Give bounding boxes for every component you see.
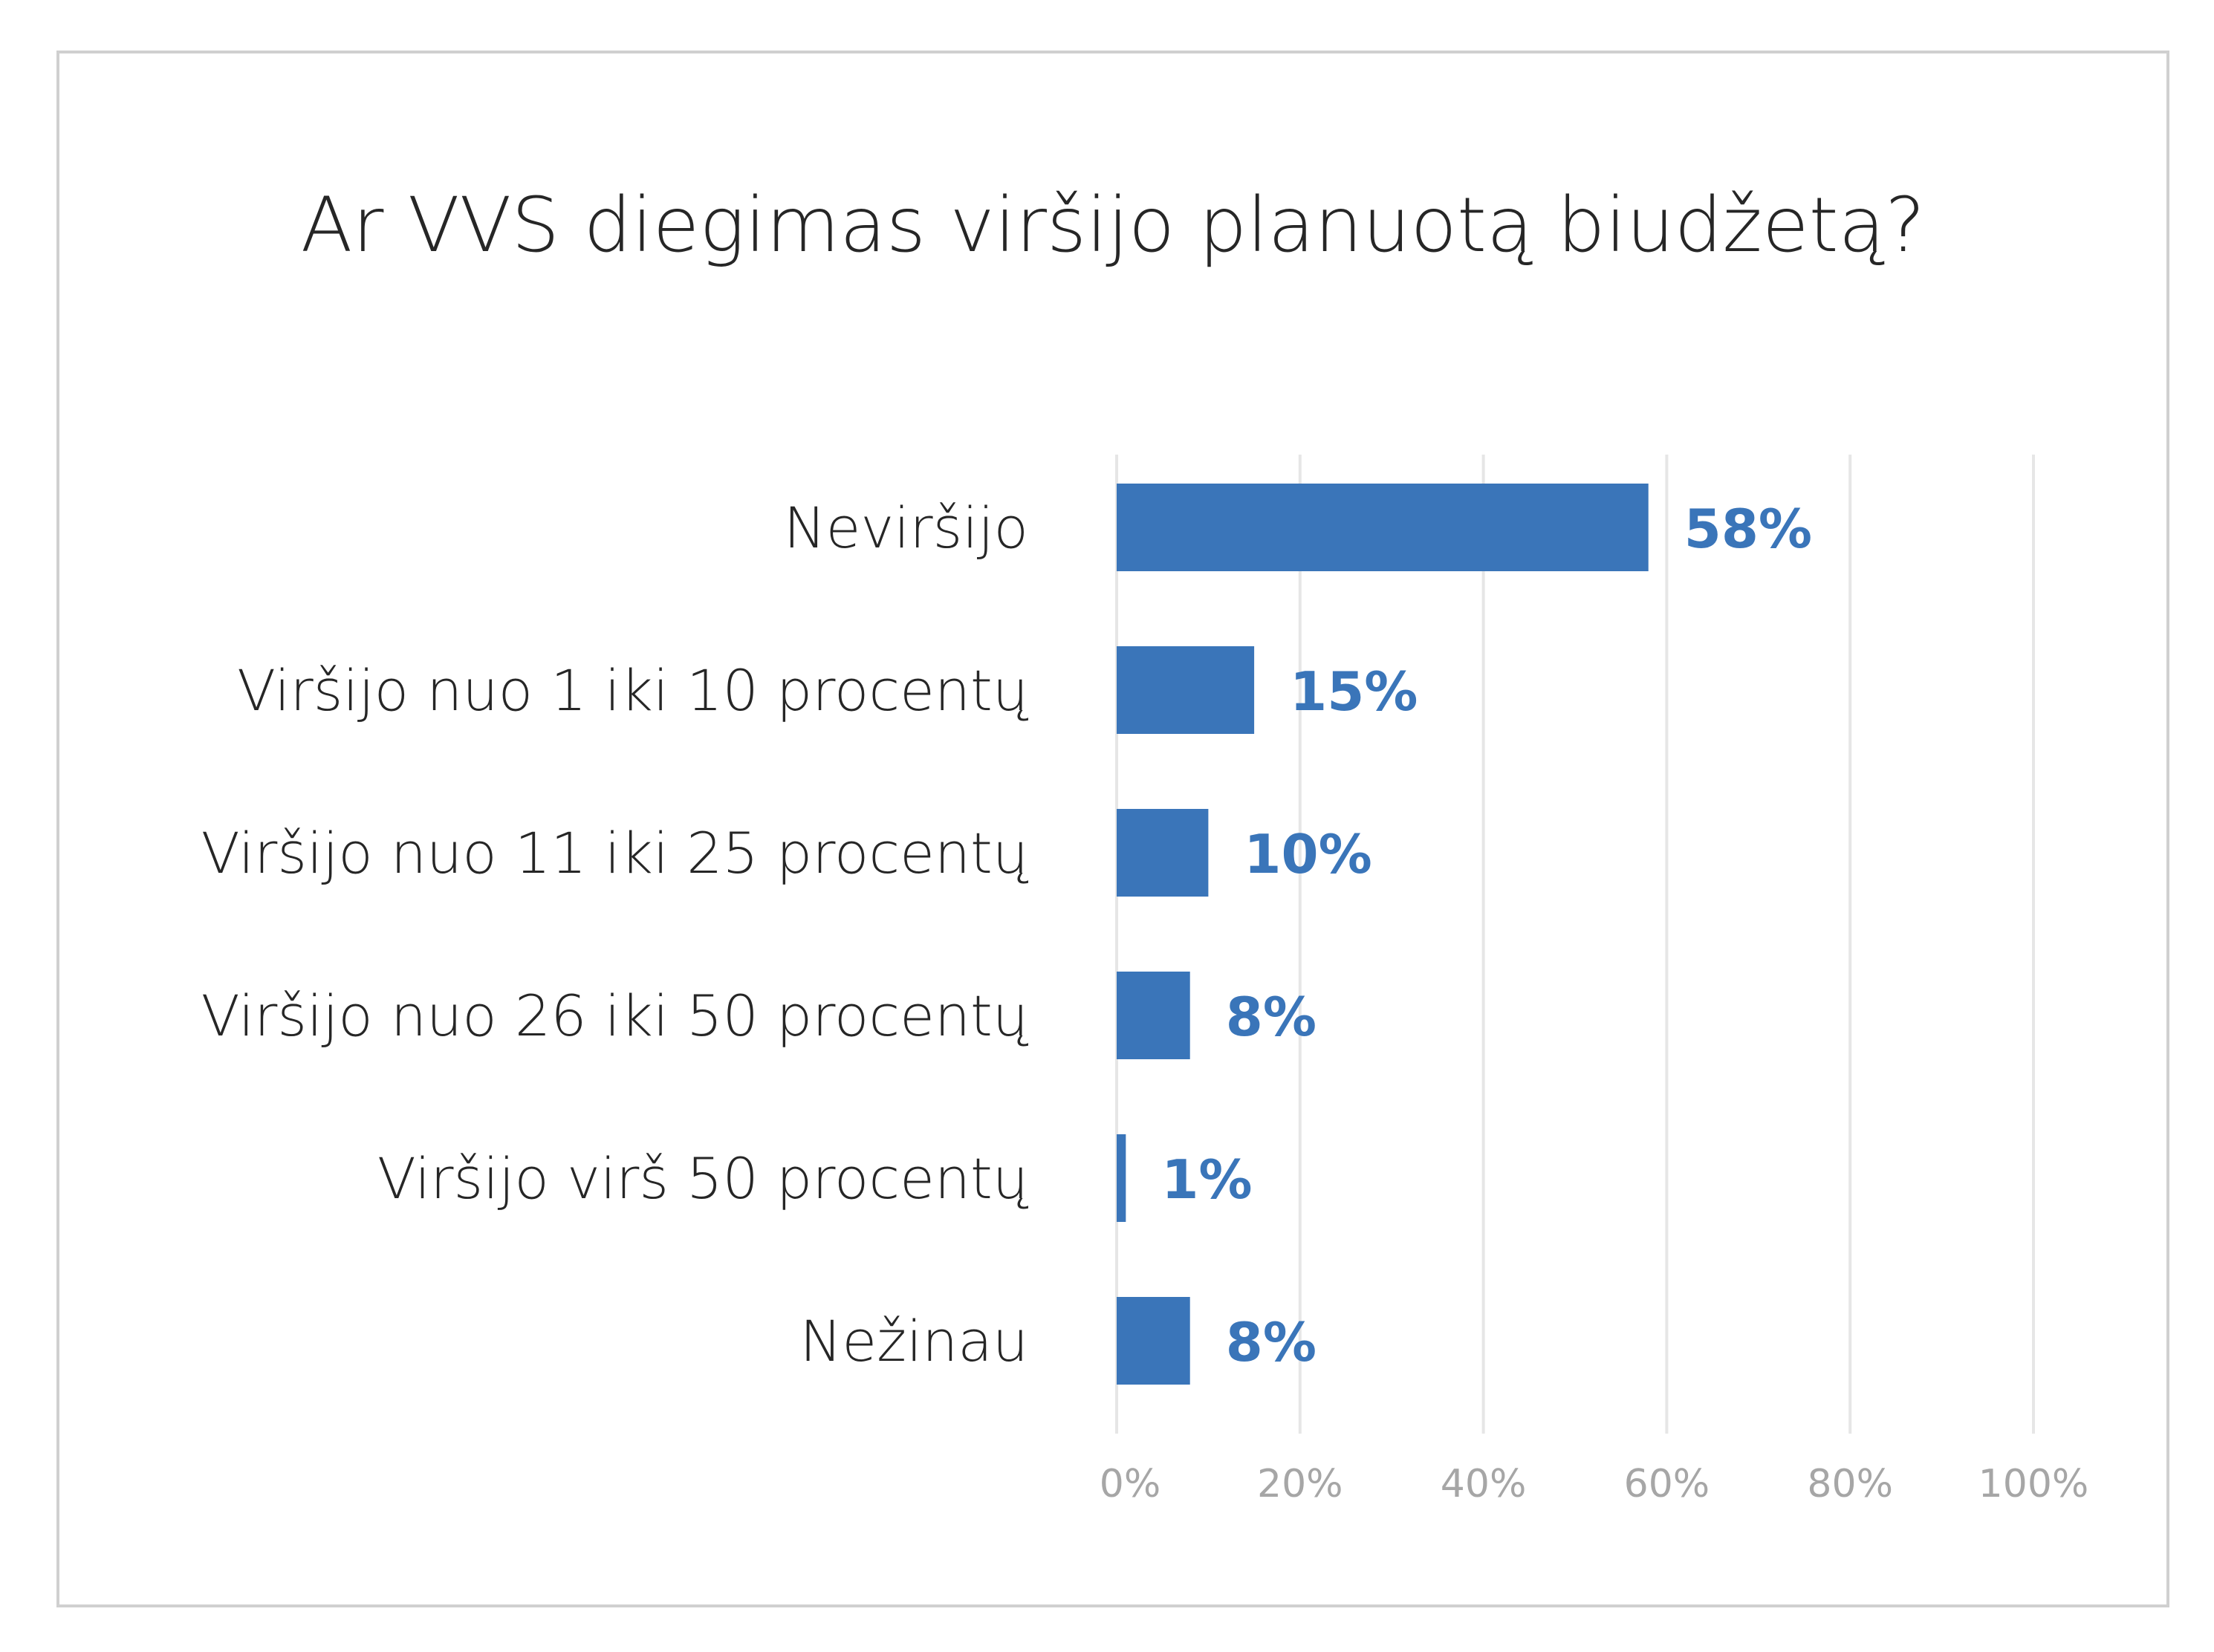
gridlines — [1115, 455, 2035, 1434]
x-tick-label: 0% — [1100, 1462, 1161, 1506]
bar — [1117, 1297, 1190, 1385]
data-label: 15% — [1290, 660, 1418, 723]
category-label: Neviršijo — [784, 495, 1028, 561]
bar — [1117, 1134, 1126, 1222]
bar — [1117, 646, 1255, 734]
chart-title: Ar VVS diegimas viršijo planuotą biudžet… — [301, 181, 1926, 270]
bar — [1117, 972, 1190, 1059]
x-tick-label: 60% — [1624, 1462, 1710, 1506]
category-label: Viršijo nuo 11 iki 25 procentų — [201, 820, 1029, 886]
data-label: 8% — [1226, 1311, 1317, 1373]
category-label: Viršijo nuo 26 iki 50 procentų — [201, 983, 1029, 1049]
labels: 0% 20% 40% 60% 80% 100% Neviršijo 58% Viršijo nu… — [201, 495, 2089, 1506]
bar — [1117, 484, 1649, 571]
data-label: 1% — [1161, 1148, 1252, 1211]
data-label: 10% — [1244, 823, 1371, 885]
x-tick-label: 80% — [1807, 1462, 1893, 1506]
category-label: Nežinau — [799, 1308, 1028, 1374]
category-label: Viršijo nuo 1 iki 10 procentų — [237, 657, 1029, 723]
data-label: 8% — [1226, 986, 1317, 1048]
category-label: Viršijo virš 50 procentų — [377, 1145, 1029, 1212]
bar — [1117, 809, 1209, 897]
data-label: 58% — [1684, 498, 1812, 560]
x-tick-label: 40% — [1441, 1462, 1527, 1506]
bars — [1117, 484, 1649, 1385]
x-tick-label: 100% — [1978, 1462, 2089, 1506]
x-tick-label: 20% — [1257, 1462, 1343, 1506]
chart-frame — [56, 51, 2169, 1607]
